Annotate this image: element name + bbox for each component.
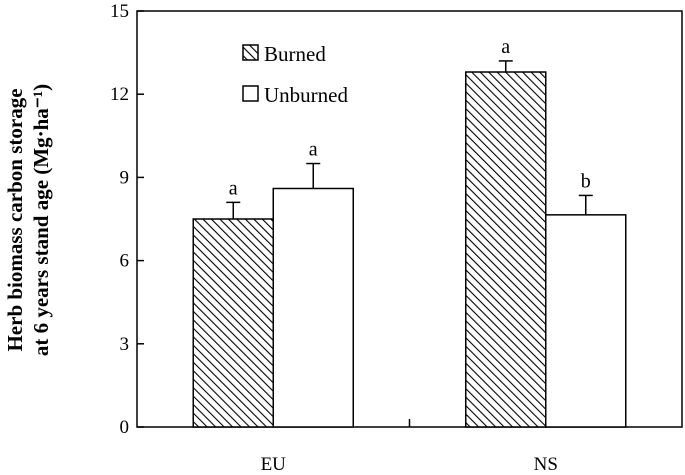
y-axis-title-line1: Herb biomass carbon storage (3, 88, 27, 351)
bar-ns-burned (465, 71, 547, 428)
legend-label-burned: Burned (264, 42, 326, 66)
x-tick-label-ns: NS (534, 454, 558, 475)
bar-ns-unburned (545, 214, 627, 428)
significance-label-ns-unburned: b (581, 170, 591, 192)
legend-label-unburned: Unburned (264, 83, 348, 107)
bar-eu-burned (192, 218, 274, 428)
y-tick-label-9: 9 (120, 167, 130, 188)
legend-swatch-unburned (242, 85, 259, 102)
significance-label-eu-burned: a (229, 177, 238, 199)
y-tick-label-0: 0 (120, 417, 130, 438)
y-axis-title: Herb biomass carbon storage at 6 years s… (3, 84, 53, 356)
x-tick-label-eu: EU (261, 454, 287, 475)
legend-swatch-burned (242, 44, 259, 61)
plot-area: 0 3 6 9 12 15 EU a a NS a b (110, 1, 683, 475)
y-tick-label-12: 12 (110, 84, 129, 105)
y-axis-title-line2: at 6 years stand age (Mg·ha⁻¹) (29, 84, 53, 356)
legend: Burned Unburned (242, 42, 348, 107)
significance-label-eu-unburned: a (309, 139, 318, 161)
y-tick-label-15: 15 (110, 1, 129, 22)
y-tick-label-3: 3 (120, 334, 130, 355)
significance-label-ns-burned: a (501, 36, 510, 58)
bar-eu-unburned (272, 187, 354, 428)
y-tick-label-6: 6 (120, 251, 130, 272)
